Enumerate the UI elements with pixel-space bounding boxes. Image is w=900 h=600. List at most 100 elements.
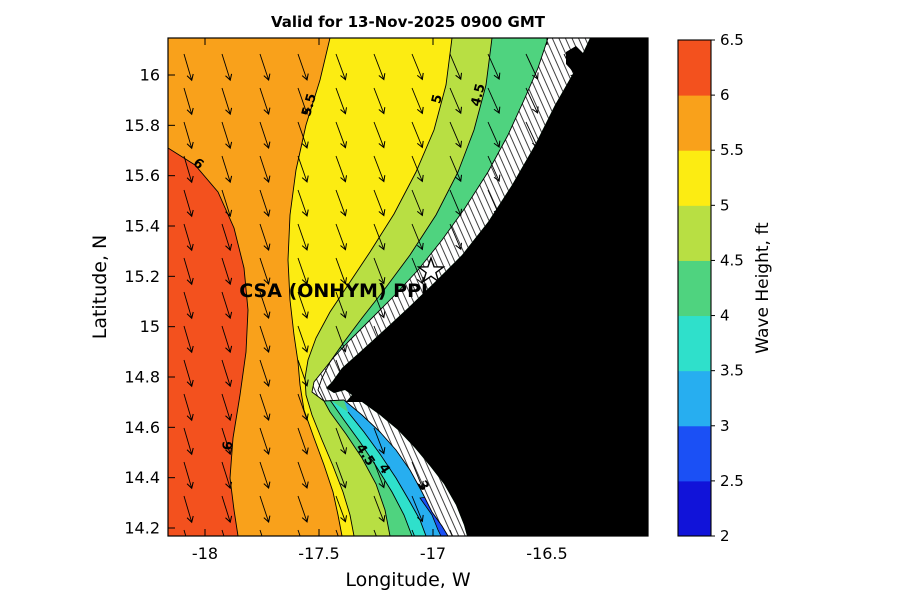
contour-label: 5.5 [299, 92, 320, 118]
wave-direction-arrow [297, 461, 309, 489]
star-icon [416, 255, 446, 284]
colorbar-band [678, 150, 711, 206]
wave-direction-arrow [297, 495, 309, 523]
wave-direction-arrow [335, 257, 348, 285]
contour-line [287, 38, 343, 536]
y-tick-label: 14.2 [124, 519, 160, 538]
contour-line [317, 38, 493, 536]
wave-direction-arrow [449, 189, 463, 217]
wave-direction-arrow [183, 223, 194, 252]
wave-direction-arrow [297, 189, 309, 217]
wave-direction-arrow [449, 529, 454, 536]
y-tick-label: 15.4 [124, 217, 160, 236]
wave-direction-arrow [411, 223, 424, 251]
wave-direction-arrow [335, 325, 348, 353]
wave-direction-arrow [259, 427, 271, 455]
wave-direction-arrow [259, 325, 271, 353]
wave-direction-arrow [183, 189, 194, 218]
wave-direction-arrow [335, 155, 348, 183]
wave-direction-arrow [221, 529, 225, 536]
wave-direction-arrow [335, 189, 348, 217]
colorbar-tick-label: 2 [720, 527, 730, 545]
wave-direction-arrow [373, 121, 386, 149]
wave-direction-arrow [373, 325, 386, 353]
wave-direction-arrow [335, 223, 348, 251]
wave-direction-arrow [221, 87, 233, 116]
wave-direction-arrow [335, 461, 348, 489]
wave-direction-arrow [221, 121, 233, 150]
contour-label: 4.5 [469, 82, 489, 108]
band-3.0-3.5 [344, 400, 448, 536]
wave-direction-arrow [449, 223, 463, 251]
colorbar-band [678, 95, 711, 151]
wave-direction-arrow [411, 257, 424, 285]
wave-direction-arrow [183, 291, 194, 320]
wave-direction-arrow [487, 53, 501, 81]
colorbar-band [678, 370, 711, 427]
wave-direction-arrow [221, 461, 233, 490]
wave-direction-arrow [335, 529, 339, 536]
wave-direction-arrow [259, 291, 271, 319]
annotation-label: CSA (ONHYM) PPL F [239, 280, 452, 302]
wave-direction-arrow [297, 291, 309, 319]
wave-direction-arrow [487, 121, 501, 149]
wave-direction-arrow [373, 461, 386, 489]
y-axis-label: Latitude, N [89, 235, 111, 340]
contour-line [311, 38, 549, 402]
colorbar-tick-label: 3 [720, 417, 730, 435]
wave-direction-arrow [297, 257, 309, 285]
colorbar-tick-label: 4 [720, 307, 730, 325]
colorbar-tick-label: 4.5 [720, 251, 744, 269]
wave-direction-arrow [297, 325, 309, 353]
colorbar-border [677, 39, 712, 537]
wave-direction-arrow [259, 529, 263, 536]
wave-direction-arrow [411, 461, 424, 489]
wave-direction-arrow [221, 291, 233, 320]
wave-direction-arrow [183, 393, 194, 422]
wave-direction-arrow [449, 155, 463, 183]
wave-direction-arrow [221, 393, 233, 422]
contour-fill-layers [168, 38, 648, 536]
x-tick-label: -17.5 [298, 544, 339, 563]
wave-direction-arrow [297, 393, 309, 421]
wave-direction-arrow [221, 427, 233, 456]
wave-direction-arrow [373, 427, 386, 455]
wave-direction-arrow [259, 393, 271, 421]
colorbar-band [678, 40, 711, 96]
wave-direction-arrow [259, 257, 271, 285]
wave-direction-arrow [449, 87, 463, 115]
wave-direction-arrow [297, 427, 309, 455]
wave-direction-arrow [335, 359, 348, 387]
wave-direction-arrow [297, 155, 309, 183]
colorbar-tick-label: 6.5 [720, 31, 744, 49]
x-tick-label: -18 [192, 544, 218, 563]
wave-direction-arrow [183, 427, 194, 456]
wave-direction-arrow [449, 53, 463, 81]
colorbar-band [678, 315, 711, 372]
wave-direction-arrow [335, 121, 348, 149]
wave-direction-arrow [259, 189, 271, 217]
colorbar-tick-label: 6 [720, 86, 730, 104]
band-3.5-4.0 [330, 400, 426, 536]
colorbar-band [678, 480, 711, 537]
contour-label: 5 [429, 93, 446, 105]
wave-direction-arrow [563, 53, 577, 80]
wave-direction-arrow [525, 87, 539, 114]
wave-direction-arrow [297, 359, 309, 387]
colorbar-tick-label: 5 [720, 196, 730, 214]
wave-direction-arrow [221, 155, 233, 184]
wave-direction-arrow [373, 155, 386, 183]
wave-direction-arrow [411, 189, 424, 217]
wave-direction-arrow [183, 121, 194, 150]
wave-direction-arrow [259, 121, 271, 149]
y-tick-label: 16 [140, 66, 160, 85]
wave-direction-arrow [411, 495, 424, 523]
wave-direction-arrow [221, 189, 233, 218]
wave-direction-arrow [411, 529, 415, 536]
wave-direction-arrow [183, 529, 187, 536]
axis-ticks: -18 -17.5 -17 -16.5 14.2 14.4 14.6 14.8 15 15.2 15… [124, 38, 648, 563]
wave-direction-arrow [259, 461, 271, 489]
colorbar-tick-label: 3.5 [720, 362, 744, 380]
wave-direction-arrow [297, 121, 309, 149]
